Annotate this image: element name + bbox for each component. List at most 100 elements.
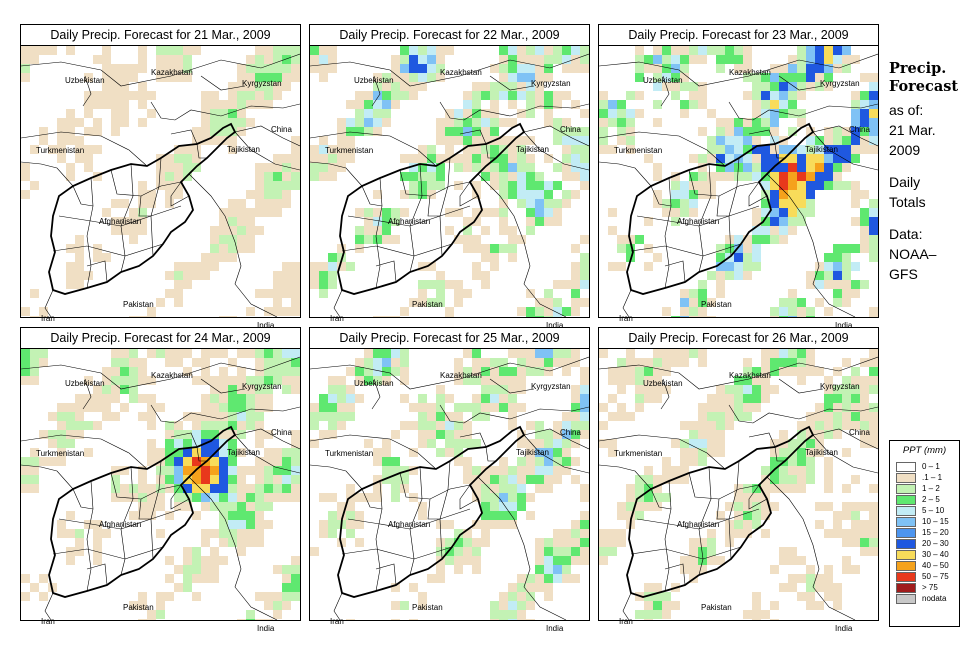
precip-cell [824,64,833,73]
precip-cell [788,154,797,163]
precip-cell [526,601,535,610]
precip-cell [770,439,779,448]
precip-cell [319,271,328,280]
country-border [660,75,670,107]
precip-cell [445,118,454,127]
precip-cell [201,262,210,271]
precip-cell [84,403,93,412]
precip-cell [851,565,860,574]
precip-cell [147,448,156,457]
precip-cell [111,394,120,403]
precip-cell [445,448,454,457]
precip-cell [644,394,653,403]
precip-cell [508,385,517,394]
precip-cell [824,421,833,430]
precip-cell [237,226,246,235]
precip-cell [138,46,147,55]
precip-cell [273,307,282,316]
precip-cell [210,235,219,244]
precip-cell [192,457,201,466]
precip-cell [797,592,806,601]
precip-cell [860,190,869,199]
precip-cell [571,430,580,439]
precip-cell [192,271,201,280]
afghanistan-border [337,122,526,295]
precip-cell [219,394,228,403]
precip-cell [617,262,626,271]
precip-cell [499,376,508,385]
precip-cell [517,619,526,620]
precip-cell [806,55,815,64]
precip-cell [833,127,842,136]
province-boundary [72,185,94,207]
precip-cell [707,529,716,538]
precip-cell [860,358,869,367]
precip-cell [120,199,129,208]
precip-cell [544,439,553,448]
precip-cell [535,583,544,592]
precip-cell [30,145,39,154]
precip-cell [752,172,761,181]
precip-cell [273,55,282,64]
precip-cell [526,208,535,217]
precip-cell [788,73,797,82]
precip-cell [282,493,291,502]
precip-cell [671,217,680,226]
precip-cell [617,385,626,394]
precip-cell [842,154,851,163]
precip-cell [463,403,472,412]
precip-cell [770,484,779,493]
precip-cell [192,493,201,502]
precip-cell [698,349,707,358]
precip-cell [210,430,219,439]
precip-cell [129,493,138,502]
precip-cell [382,475,391,484]
precip-cell [201,502,210,511]
precip-cell [770,154,779,163]
precip-cell [427,46,436,55]
precip-cell [653,367,662,376]
precip-cell [580,280,589,289]
precip-cell [48,457,57,466]
legend-swatch [896,506,916,516]
precip-cell [382,109,391,118]
precip-cell [499,82,508,91]
precip-cell [310,46,319,55]
precip-cell [192,511,201,520]
precip-cell [472,403,481,412]
precip-cell [373,349,382,358]
precip-cell [571,127,580,136]
precip-cell [788,226,797,235]
country-border [82,75,92,107]
precip-cell [833,289,842,298]
country-label-kazakhstan: Kazakhstan [151,371,193,380]
precip-cell [192,46,201,55]
precip-cell [418,262,427,271]
precip-cell [716,439,725,448]
precip-cell [445,226,454,235]
precip-cell [111,226,120,235]
precip-cell [743,520,752,529]
province-boundary [86,563,108,586]
precip-cell [120,349,129,358]
precip-cell [111,475,120,484]
precip-cell [508,484,517,493]
legend-label: .1 – 1 [922,473,943,482]
precip-cell [210,100,219,109]
precip-cell [291,574,300,583]
precip-cell [246,394,255,403]
country-label-india: India [546,321,564,330]
precip-cell [400,367,409,376]
precip-cell [517,136,526,145]
precip-cell [806,280,815,289]
precip-cell [517,574,526,583]
precip-cell [508,253,517,262]
precip-cell [580,154,589,163]
precip-cell [635,64,644,73]
precip-cell [472,127,481,136]
precip-cell [526,190,535,199]
precip-cell [472,565,481,574]
precip-cell [779,190,788,199]
precip-cell [472,376,481,385]
precip-cell [66,403,75,412]
